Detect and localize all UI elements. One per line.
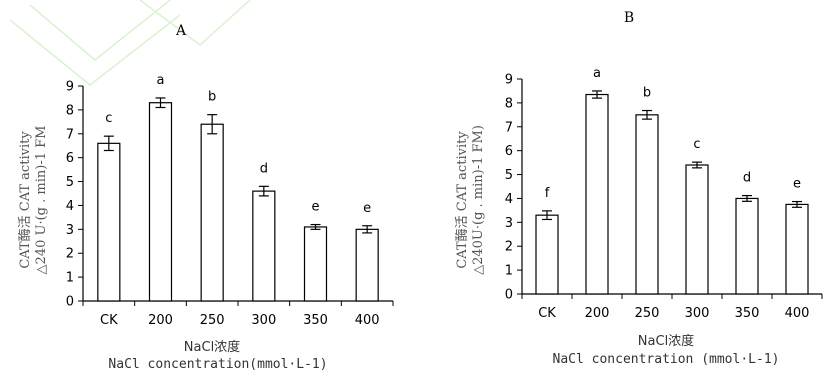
watermark-shape [9, 0, 251, 86]
y-tick-label: 9 [505, 73, 513, 88]
bar [200, 123, 224, 302]
y-tick-label: 7 [505, 120, 513, 135]
y-tick-label: 3 [66, 223, 74, 238]
panel-b-ylabel-line2: △240U·(g . min)-1 FM) [471, 125, 486, 275]
bar [785, 203, 809, 295]
x-tick-label: 350 [303, 313, 328, 328]
x-tick-label: 350 [735, 306, 760, 321]
y-tick-label: 2 [66, 247, 74, 262]
x-tick-label: CK [100, 313, 118, 328]
panel-b-xlabel-line1: NaCl浓度 [638, 333, 694, 349]
y-tick-label: 0 [505, 288, 513, 303]
panel-a-y-axis-label: CAT酶活 CAT activity △240 U·(g . min)-1 FM [17, 126, 49, 275]
y-tick-label: 5 [505, 168, 513, 183]
panel-a-axes [82, 86, 393, 302]
y-tick-label: 5 [66, 175, 74, 190]
panel-b-bars: f a b c d e [535, 66, 809, 295]
significance-label: a [593, 66, 601, 81]
x-tick-label: 250 [635, 306, 660, 321]
panel-b-xlabel-line2: NaCl concentration (mmol·L-1) [553, 352, 780, 367]
y-tick-label: 9 [66, 80, 74, 95]
x-tick-label: 400 [785, 306, 810, 321]
x-tick-label: 300 [251, 313, 276, 328]
x-tick-label: 300 [685, 306, 710, 321]
panel-a-xlabel-line1: NaCl浓度 [184, 339, 240, 355]
chart-panel-b: B f a b c d e 0 1 2 3 4 5 6 7 8 9 CK 200 250 300 350 400 CA… [454, 10, 823, 367]
bar [585, 93, 609, 295]
significance-label: e [793, 177, 801, 192]
bar [535, 214, 559, 295]
significance-label: e [312, 200, 320, 215]
significance-label: b [208, 90, 216, 105]
significance-label: c [693, 137, 700, 152]
x-tick-label: 400 [355, 313, 380, 328]
panel-label-a: A [175, 23, 187, 39]
y-tick-label: 4 [505, 192, 513, 207]
bar [355, 228, 379, 302]
y-tick-label: 1 [66, 271, 74, 286]
panel-a-xlabel-line2: NaCl concentration(mmol·L-1) [108, 357, 327, 372]
panel-b-y-ticks: 0 1 2 3 4 5 6 7 8 9 [505, 73, 522, 303]
panel-label-b: B [624, 10, 634, 26]
bar [685, 164, 709, 295]
panel-a-ylabel-line2: △240 U·(g . min)-1 FM [34, 126, 49, 275]
significance-label: d [743, 171, 751, 186]
y-tick-label: 1 [505, 264, 513, 279]
bar [735, 197, 759, 295]
panel-a-x-ticks: CK 200 250 300 350 400 [82, 301, 394, 328]
x-tick-label: 250 [200, 313, 225, 328]
bar [635, 114, 659, 295]
y-tick-label: 3 [505, 216, 513, 231]
bar [303, 226, 328, 302]
y-tick-label: 6 [66, 151, 74, 166]
y-tick-label: 7 [66, 127, 74, 142]
chart-panel-a: A c a b d e e 0 1 2 3 4 5 6 7 8 9 CK 200 250 300 350 400 CA… [17, 23, 394, 372]
significance-label: b [643, 86, 651, 101]
bar [97, 142, 121, 302]
panel-b-x-ticks: CK 200 250 300 350 400 [521, 294, 823, 321]
significance-label: a [157, 73, 165, 88]
bar [148, 102, 173, 302]
significance-label: d [260, 161, 268, 176]
significance-label: f [545, 186, 550, 201]
y-tick-label: 8 [66, 103, 74, 118]
panel-a-ylabel-line1: CAT酶活 CAT activity [17, 131, 33, 269]
panel-a-y-ticks: 0 1 2 3 4 5 6 7 8 9 [66, 80, 83, 310]
panel-b-y-axis-label: CAT酶活 CAT activity △240U·(g . min)-1 FM) [454, 125, 486, 275]
x-tick-label: 200 [148, 313, 173, 328]
x-tick-label: CK [538, 306, 556, 321]
bar [252, 190, 276, 302]
panel-b-ylabel-line1: CAT酶活 CAT activity [454, 131, 470, 269]
y-tick-label: 2 [505, 240, 513, 255]
y-tick-label: 8 [505, 96, 513, 111]
y-tick-label: 4 [66, 199, 74, 214]
y-tick-label: 6 [505, 144, 513, 159]
x-tick-label: 200 [585, 306, 610, 321]
panel-a-bars: c a b d e e [97, 73, 379, 302]
panel-b-axes [521, 79, 822, 295]
y-tick-label: 0 [66, 295, 74, 310]
significance-label: c [105, 111, 112, 126]
significance-label: e [363, 201, 371, 216]
